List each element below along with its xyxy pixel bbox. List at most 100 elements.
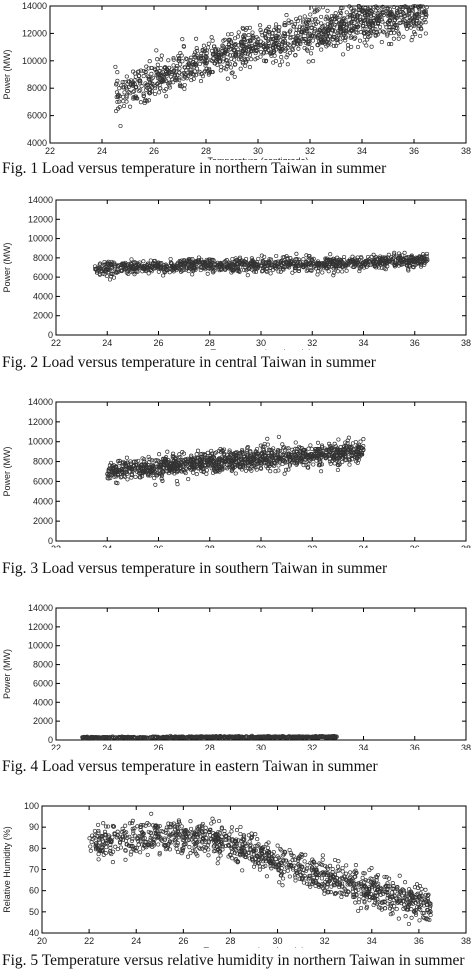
x-tick-label: 26 (153, 544, 163, 548)
scatter-point (236, 47, 241, 52)
scatter-point (226, 38, 231, 43)
scatter-point (265, 733, 270, 739)
scatter-point (126, 263, 131, 268)
y-tick-label: 4000 (27, 138, 47, 148)
scatter-point (347, 257, 353, 262)
scatter-point (303, 457, 308, 462)
scatter-point (389, 254, 394, 260)
scatter-point (263, 453, 268, 458)
scatter-point (191, 76, 196, 81)
scatter-point (233, 62, 238, 67)
scatter-point (236, 450, 241, 456)
scatter-point (373, 27, 378, 32)
x-tick-label: 28 (205, 338, 215, 348)
scatter-point (342, 254, 347, 260)
scatter-point (172, 456, 178, 461)
figure-2-chart: 22 24 26 28 30 32 34 36 380200040006000800010000… (2, 195, 471, 350)
scatter-point (128, 852, 133, 857)
scatter-point (211, 819, 216, 824)
scatter-point (358, 20, 364, 25)
scatter-point (327, 459, 332, 464)
y-tick-label: 40 (29, 928, 39, 938)
x-tick-label: 32 (307, 743, 317, 750)
y-axis-label: Power (MW) (2, 649, 12, 699)
scatter-point (271, 49, 276, 54)
scatter-point (252, 735, 257, 740)
scatter-point (209, 448, 214, 453)
scatter-point (236, 267, 241, 272)
scatter-point (329, 257, 334, 262)
x-tick-label: 28 (205, 743, 215, 750)
scatter-point (265, 451, 270, 456)
scatter-point (373, 265, 379, 270)
scatter-point (174, 67, 179, 72)
scatter-point (172, 73, 177, 78)
scatter-point (205, 271, 210, 276)
scatter-point (271, 60, 276, 65)
scatter-point (231, 44, 236, 49)
scatter-point (402, 250, 407, 255)
scatter-point (167, 270, 172, 275)
scatter-point (259, 30, 264, 35)
scatter-point (415, 18, 420, 23)
scatter-point (284, 13, 289, 18)
scatter-point (284, 254, 289, 259)
scatter-point (331, 273, 336, 278)
x-tick-label: 22 (51, 338, 61, 348)
scatter-point (280, 883, 285, 888)
scatter-point (182, 267, 187, 273)
scatter-point (295, 461, 300, 466)
scatter-point (331, 43, 336, 49)
y-axis-label: Power (MW) (2, 50, 12, 100)
scatter-point (255, 55, 260, 61)
scatter-point (405, 23, 410, 28)
scatter-point (335, 462, 340, 467)
scatter-point (220, 46, 225, 51)
scatter-point (328, 17, 333, 22)
scatter-point (95, 268, 100, 273)
scatter-point (291, 854, 296, 859)
scatter-point (372, 18, 377, 23)
scatter-point (260, 258, 265, 263)
scatter-point (115, 78, 120, 83)
scatter-point (271, 43, 276, 48)
scatter-point (266, 462, 271, 467)
scatter-point (199, 454, 204, 459)
scatter-point (353, 263, 358, 268)
scatter-point (175, 73, 180, 78)
scatter-point (101, 821, 106, 826)
scatter-point (170, 455, 175, 460)
scatter-point (175, 460, 180, 465)
scatter-point (134, 95, 139, 101)
scatter-point (282, 453, 287, 458)
scatter-point (319, 469, 324, 474)
scatter-point (296, 46, 301, 51)
scatter-point (309, 46, 314, 51)
scatter-point (191, 470, 196, 475)
scatter-point (423, 892, 428, 897)
scatter-point (365, 37, 370, 42)
scatter-point (100, 263, 105, 268)
scatter-point (306, 59, 311, 64)
scatter-point (169, 67, 174, 72)
scatter-point (302, 45, 307, 51)
scatter-point (164, 458, 169, 463)
scatter-point (267, 734, 272, 739)
scatter-point (154, 458, 159, 463)
scatter-point (98, 261, 103, 266)
scatter-point (110, 471, 115, 476)
scatter-point (94, 736, 99, 741)
scatter-point (235, 34, 241, 39)
scatter-point (328, 461, 333, 466)
scatter-point (343, 262, 348, 267)
scatter-point (379, 265, 384, 271)
scatter-point (350, 28, 355, 33)
scatter-point (226, 264, 231, 269)
scatter-point (128, 261, 133, 266)
scatter-point (309, 446, 314, 452)
scatter-point (250, 30, 255, 35)
scatter-point (208, 57, 213, 63)
scatter-point (258, 43, 263, 48)
scatter-point (314, 455, 319, 460)
scatter-point (392, 904, 397, 909)
